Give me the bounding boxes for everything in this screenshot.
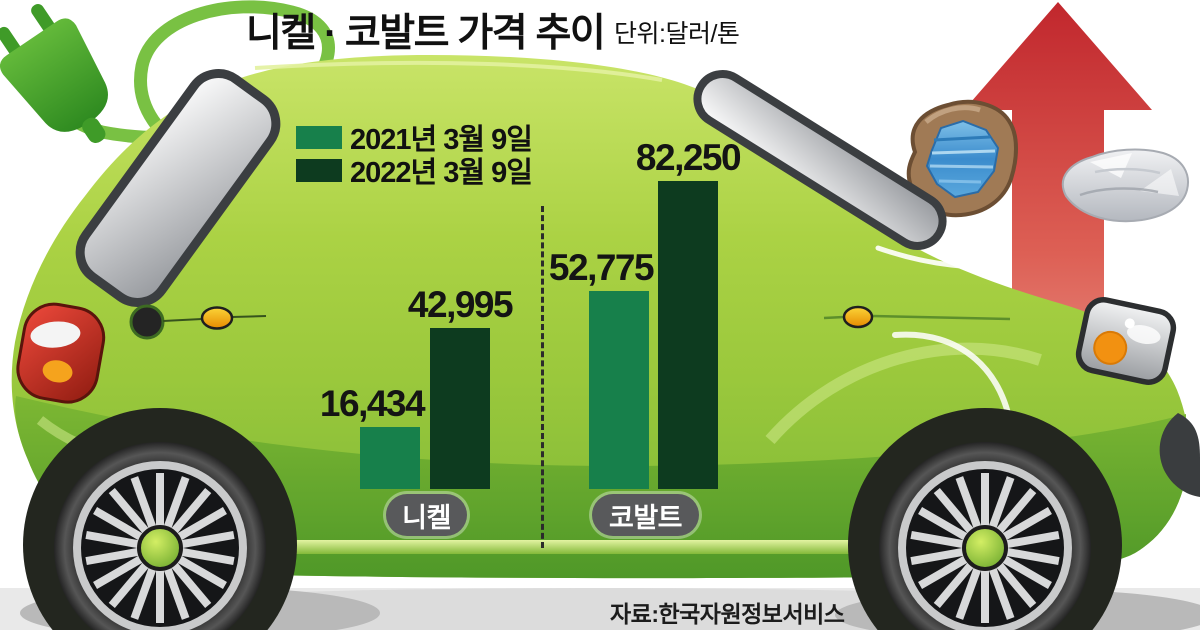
legend-item-2022: 2022년 3월 9일	[296, 155, 533, 189]
bar-cobalt-2022	[658, 181, 718, 489]
bar-group-cobalt-2021: 52,775	[549, 249, 655, 489]
nickel-ore-rock	[906, 99, 1018, 218]
bar-group-nickel-2021: 16,434	[320, 385, 426, 489]
rear-window	[75, 69, 281, 307]
rear-indicator-light	[200, 306, 234, 330]
bar-cobalt-2021	[589, 291, 649, 489]
unit-label: 단위:달러/톤	[614, 20, 740, 48]
chart-legend: 2021년 3월 9일 2022년 3월 9일	[296, 122, 533, 189]
bar-value-label: 16,434	[319, 383, 426, 424]
bar-value-label: 52,775	[548, 247, 655, 288]
windshield	[693, 70, 947, 250]
legend-item-2021: 2021년 3월 9일	[296, 122, 533, 156]
cobalt-rock	[1061, 148, 1189, 223]
front-bumper	[1159, 413, 1200, 497]
source-credit: 자료:한국자원정보서비스	[610, 601, 845, 627]
bar-nickel-2022	[430, 328, 490, 489]
headlight	[1075, 297, 1177, 385]
legend-label-2022: 2022년 3월 9일	[350, 157, 533, 189]
bar-group-cobalt-2022: 82,250	[636, 139, 742, 489]
tail-light	[16, 302, 106, 404]
bar-group-nickel-2022: 42,995	[408, 286, 514, 489]
charging-port	[129, 304, 165, 340]
category-pill-cobalt: 코발트	[592, 494, 699, 536]
page-title: 니켈 · 코발트 가격 추이	[246, 12, 606, 55]
legend-swatch-2022	[296, 158, 342, 182]
category-divider-line	[541, 206, 544, 548]
legend-swatch-2021	[296, 125, 342, 149]
legend-label-2021: 2021년 3월 9일	[350, 124, 533, 156]
red-up-arrow-icon	[964, 2, 1152, 562]
bar-nickel-2021	[360, 427, 420, 489]
category-pill-nickel: 니켈	[386, 494, 467, 536]
bar-value-label: 82,250	[635, 137, 742, 178]
bar-value-label: 42,995	[407, 284, 514, 325]
front-indicator-light	[842, 305, 874, 329]
